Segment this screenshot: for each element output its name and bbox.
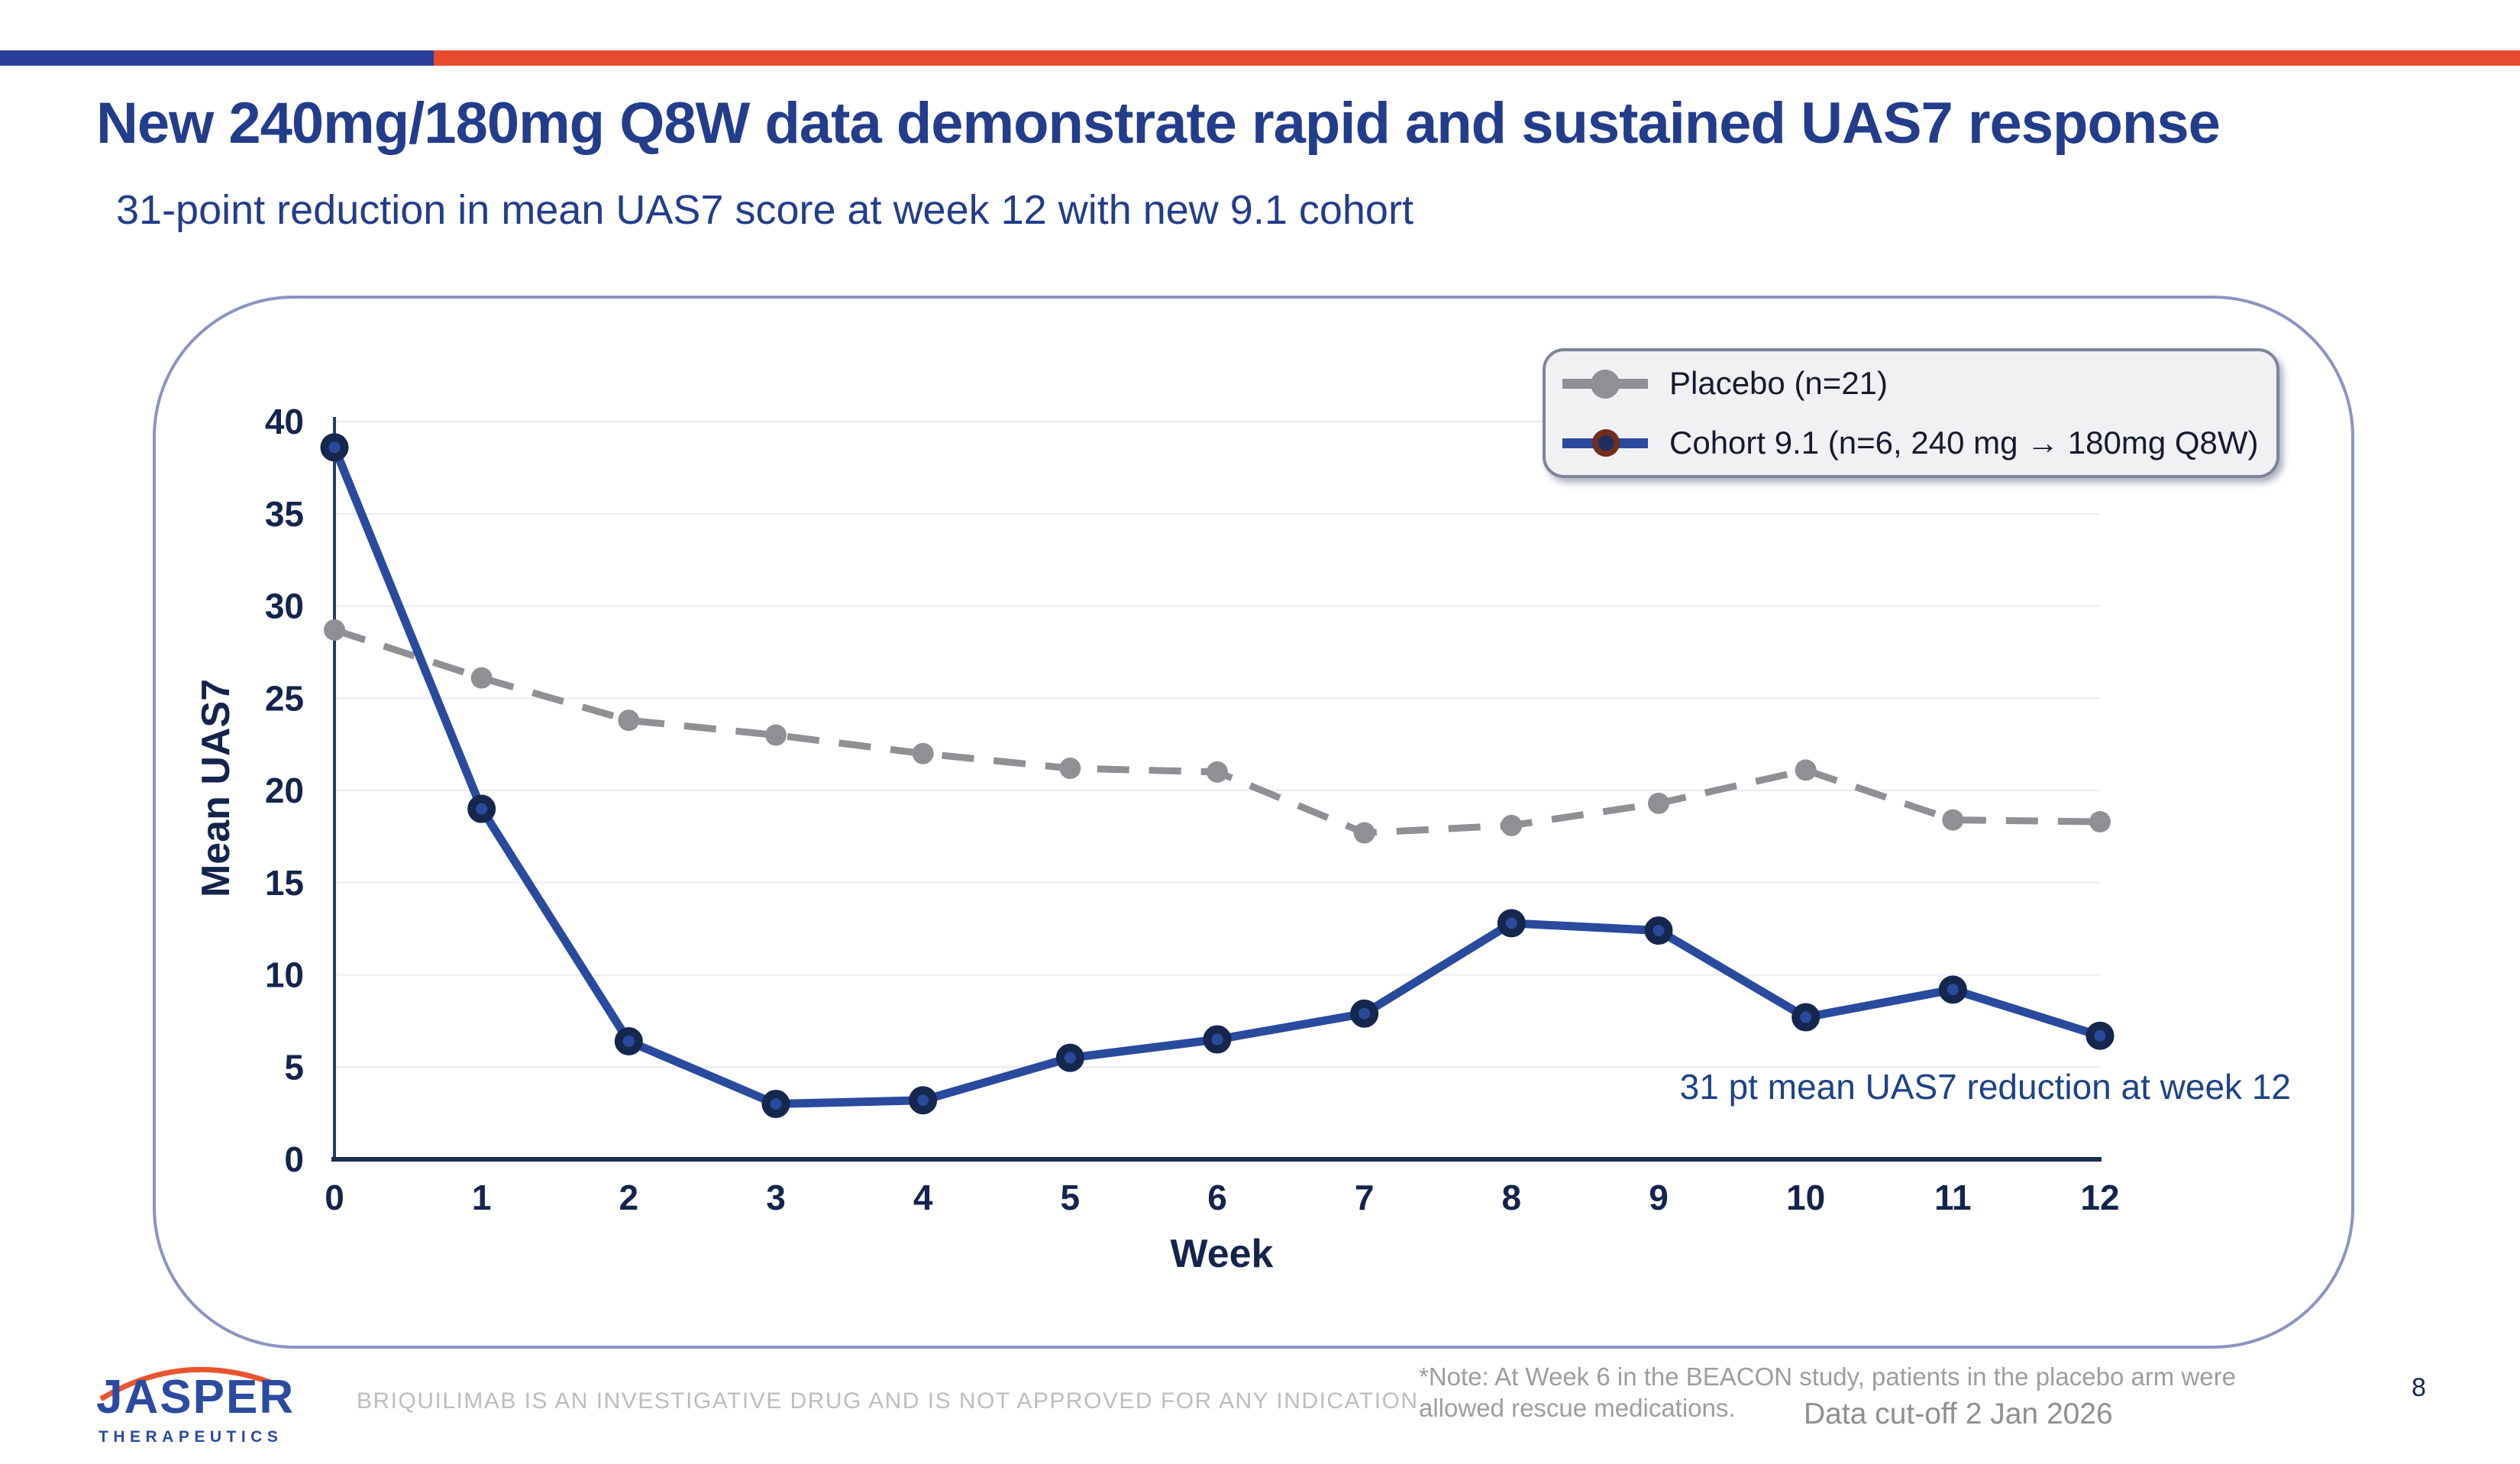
y-tick-label: 35 (265, 494, 304, 534)
y-tick-label: 30 (265, 587, 304, 626)
jasper-logo: JASPER THERAPEUTICS (96, 1358, 293, 1457)
logo-arc-icon (99, 1366, 272, 1401)
placebo-line-marker-icon (1562, 368, 1648, 399)
y-tick-label: 0 (284, 1139, 304, 1179)
data-point (1791, 1003, 1821, 1032)
y-tick-label: 5 (284, 1047, 304, 1087)
y-tick-label: 25 (265, 678, 304, 718)
series-line-0 (333, 626, 2101, 837)
chart-annotation: 31 pt mean UAS7 reduction at week 12 (1679, 1067, 2291, 1107)
y-tick-label: 10 (265, 955, 304, 995)
legend-item-placebo: Placebo (n=21) (1562, 359, 2276, 408)
x-tick-label: 11 (1934, 1178, 1972, 1217)
y-tick-label: 20 (265, 771, 304, 810)
x-tick-label: 8 (1502, 1178, 1522, 1217)
y-tick-label: 40 (265, 402, 304, 441)
data-point (2085, 1021, 2115, 1050)
data-point (761, 1090, 790, 1119)
data-point (909, 1086, 938, 1115)
chart-legend: Placebo (n=21) Cohort 9.1 (n=6, 240 mg →… (1543, 348, 2279, 478)
top-bar-orange-segment (434, 50, 2520, 66)
data-point (765, 724, 787, 746)
data-point (1501, 814, 1523, 836)
legend-label-cohort: Cohort 9.1 (n=6, 240 mg → 180mg Q8W) (1669, 425, 2259, 461)
x-tick-label: 1 (472, 1178, 492, 1217)
data-cutoff-text: Data cut-off 2 Jan 2026 (1804, 1398, 2113, 1430)
data-point (1942, 809, 1964, 831)
data-point (320, 433, 349, 462)
data-point (1795, 759, 1817, 781)
x-tick-label: 0 (325, 1178, 344, 1217)
x-tick-label: 12 (2080, 1178, 2119, 1217)
disclaimer-text: BRIQUILIMAB IS AN INVESTIGATIVE DRUG AND… (357, 1388, 1419, 1414)
footnote-line2: allowed rescue medications. (1419, 1394, 1736, 1422)
y-tick-label: 15 (265, 863, 304, 903)
data-point (614, 1026, 643, 1055)
data-point (1648, 792, 1669, 814)
top-bar-blue-segment (0, 50, 434, 66)
data-point (1938, 975, 1967, 1004)
page-number: 8 (2412, 1373, 2426, 1402)
data-point (2089, 811, 2111, 833)
data-point (1350, 999, 1379, 1028)
data-point (1353, 822, 1375, 844)
legend-label-placebo: Placebo (n=21) (1669, 365, 1888, 401)
slide-title: New 240mg/180mg Q8W data demonstrate rap… (96, 91, 2221, 156)
data-point (467, 794, 496, 823)
x-axis-title: Week (1170, 1232, 1274, 1276)
data-point (1203, 1025, 1232, 1054)
data-point (1059, 758, 1081, 780)
data-point (618, 709, 640, 732)
x-tick-label: 3 (766, 1178, 786, 1217)
x-tick-label: 4 (913, 1178, 933, 1217)
x-tick-label: 9 (1649, 1178, 1669, 1217)
x-tick-label: 5 (1061, 1178, 1081, 1217)
x-tick-label: 10 (1786, 1178, 1825, 1217)
data-point (324, 619, 345, 641)
cohort-line-marker-icon (1562, 428, 1648, 458)
data-point (1207, 761, 1228, 783)
logo-wordmark: JASPER (96, 1371, 296, 1424)
footnote-line1: *Note: At Week 6 in the BEACON study, pa… (1419, 1362, 2236, 1391)
data-point (1497, 909, 1526, 938)
data-point (470, 667, 493, 689)
x-tick-label: 7 (1355, 1178, 1375, 1217)
data-point (912, 742, 934, 764)
logo-subtext: THERAPEUTICS (99, 1428, 283, 1446)
footnote: *Note: At Week 6 in the BEACON study, pa… (1419, 1361, 2236, 1424)
y-axis-title: Mean UAS7 (194, 678, 238, 898)
data-point (1055, 1043, 1084, 1072)
data-point (1644, 916, 1673, 945)
x-tick-label: 6 (1207, 1178, 1227, 1217)
slide-subtitle: 31-point reduction in mean UAS7 score at… (116, 187, 1413, 233)
legend-item-cohort: Cohort 9.1 (n=6, 240 mg → 180mg Q8W) (1562, 419, 2276, 467)
x-tick-label: 2 (619, 1178, 639, 1217)
